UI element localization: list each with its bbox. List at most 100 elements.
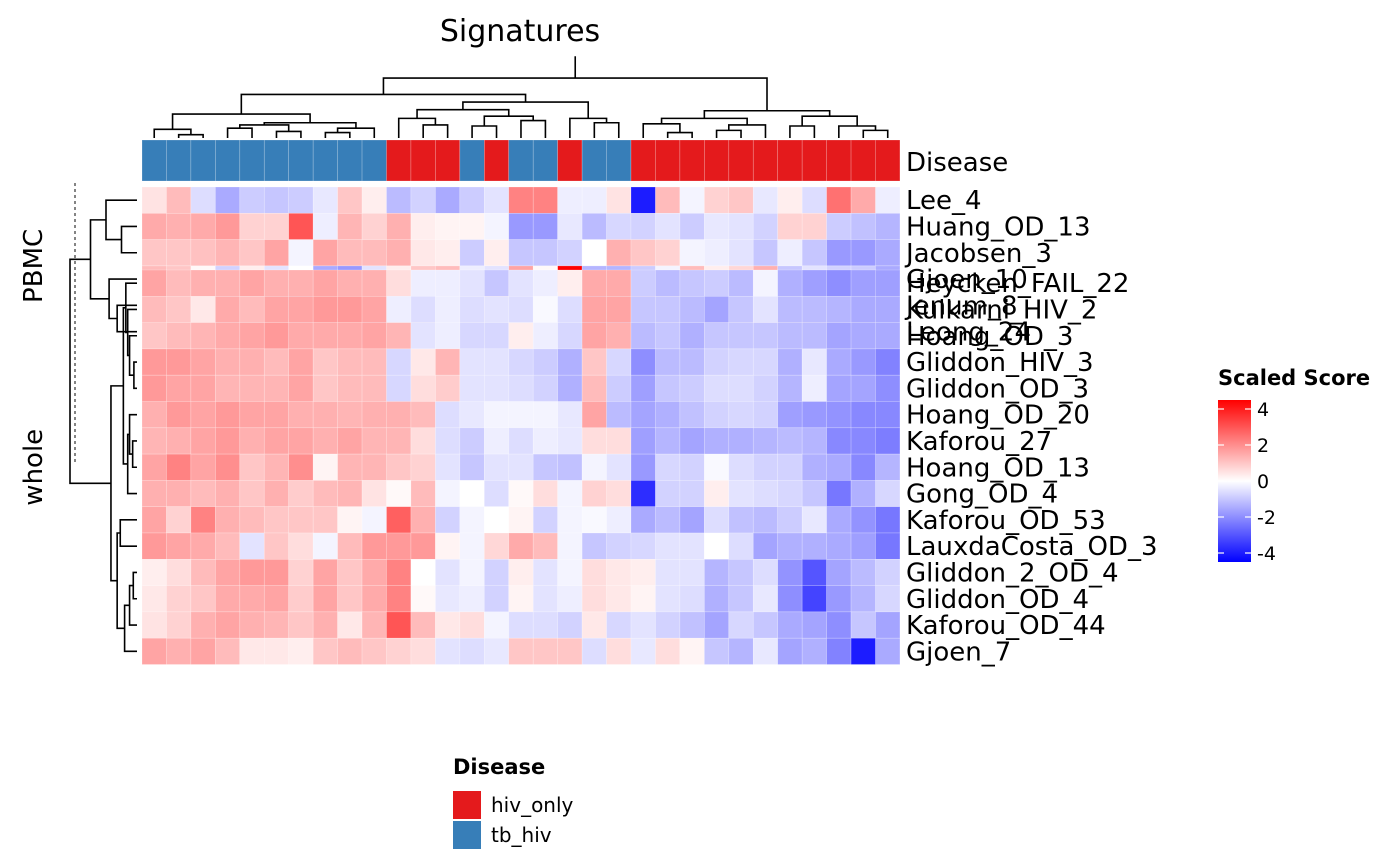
heatmap-cell bbox=[850, 611, 876, 639]
heatmap-cell bbox=[361, 269, 387, 297]
heatmap-cell bbox=[141, 295, 167, 323]
heatmap-cell bbox=[483, 506, 510, 534]
heatmap-cell bbox=[875, 374, 901, 402]
heatmap-cell bbox=[459, 532, 485, 560]
heatmap-cell bbox=[728, 322, 754, 350]
heatmap-cell bbox=[361, 506, 387, 534]
heatmap-cell bbox=[875, 453, 901, 481]
heatmap-cell bbox=[630, 611, 656, 639]
heatmap-cell bbox=[166, 186, 192, 214]
heatmap-cell bbox=[606, 401, 632, 429]
heatmap-cell bbox=[483, 239, 510, 267]
heatmap-cell bbox=[410, 480, 436, 507]
heatmap-cell bbox=[581, 374, 607, 402]
heatmap-cell bbox=[483, 453, 510, 481]
heatmap-cell bbox=[875, 295, 901, 323]
heatmap-cell bbox=[801, 186, 827, 214]
heatmap-cell bbox=[606, 348, 632, 376]
heatmap-cell bbox=[557, 585, 583, 613]
heatmap-cell bbox=[166, 374, 192, 402]
column-dendrogram-branch bbox=[642, 123, 681, 138]
heatmap-cell bbox=[386, 427, 412, 455]
heatmap-cell bbox=[704, 585, 730, 613]
heatmap-cell bbox=[630, 348, 656, 376]
heatmap-cell bbox=[630, 453, 656, 481]
scaled-score-legend-title: Scaled Score bbox=[1218, 366, 1370, 390]
annotation-cell bbox=[386, 139, 412, 182]
heatmap-cell bbox=[263, 427, 290, 455]
heatmap-cell bbox=[777, 558, 803, 586]
row-label: Gjoen_7 bbox=[906, 637, 1011, 667]
heatmap-cell bbox=[630, 532, 656, 560]
heatmap-cell bbox=[801, 374, 827, 402]
heatmap-cell bbox=[337, 239, 363, 267]
heatmap-cell bbox=[826, 322, 852, 350]
heatmap-cell bbox=[190, 480, 216, 507]
heatmap-cell bbox=[655, 401, 681, 429]
heatmap-cell bbox=[239, 453, 265, 481]
heatmap-cell bbox=[361, 322, 387, 350]
heatmap-cell bbox=[704, 532, 730, 560]
heatmap-cell bbox=[288, 506, 314, 534]
row-label: Gjoen_10 bbox=[906, 265, 1028, 295]
heatmap-cell bbox=[386, 558, 412, 586]
heatmap-cell bbox=[532, 532, 558, 560]
annotation-cell bbox=[679, 139, 705, 182]
heatmap-cell bbox=[679, 427, 705, 455]
row-labels: Lee_4Huang_OD_13Jacobsen_3Gjoen_10Jenum_… bbox=[904, 186, 1157, 667]
heatmap-cell bbox=[826, 611, 852, 639]
heatmap-cell bbox=[581, 611, 607, 639]
heatmap-cell bbox=[630, 269, 656, 297]
heatmap-cell bbox=[435, 611, 461, 639]
heatmap-cell bbox=[679, 322, 705, 350]
heatmap-cell bbox=[386, 186, 412, 214]
heatmap-cell bbox=[215, 532, 241, 560]
heatmap-cell bbox=[801, 611, 827, 639]
heatmap-cell bbox=[312, 269, 338, 297]
heatmap-cell bbox=[606, 611, 632, 639]
heatmap-cell bbox=[361, 348, 387, 376]
heatmap-cell bbox=[386, 401, 412, 429]
heatmap-cell bbox=[679, 239, 705, 267]
heatmap-cell bbox=[215, 480, 241, 507]
heatmap-cell bbox=[826, 532, 852, 560]
heatmap-cell bbox=[459, 585, 485, 613]
heatmap-cell bbox=[557, 558, 583, 586]
heatmap-cell bbox=[190, 374, 216, 402]
heatmap-cell bbox=[337, 506, 363, 534]
heatmap-cell bbox=[606, 186, 632, 214]
heatmap-cell bbox=[166, 213, 192, 240]
heatmap-cell bbox=[263, 269, 290, 297]
heatmap-cell bbox=[655, 611, 681, 639]
heatmap-cell bbox=[728, 611, 754, 639]
column-dendrogram-branch bbox=[728, 124, 767, 138]
heatmap-cell bbox=[386, 239, 412, 267]
heatmap-cell bbox=[337, 637, 363, 665]
heatmap-cell bbox=[801, 637, 827, 665]
heatmap-cell bbox=[312, 637, 338, 665]
heatmap-cell bbox=[655, 532, 681, 560]
heatmap-cell bbox=[508, 637, 534, 665]
heatmap-cell bbox=[655, 374, 681, 402]
heatmap-cell bbox=[777, 213, 803, 240]
column-dendrogram-branch bbox=[422, 124, 449, 138]
heatmap-cell bbox=[728, 585, 754, 613]
heatmap-cell bbox=[386, 585, 412, 613]
heatmap-cell bbox=[312, 186, 338, 214]
disease-annotation-bar bbox=[141, 139, 901, 182]
heatmap-cell bbox=[337, 348, 363, 376]
heatmap-cell bbox=[361, 480, 387, 507]
heatmap-cell bbox=[630, 374, 656, 402]
heatmap-cell bbox=[581, 480, 607, 507]
heatmap-cell bbox=[777, 506, 803, 534]
heatmap-cell bbox=[483, 348, 510, 376]
heatmap-cell bbox=[606, 269, 632, 297]
heatmap-cell bbox=[288, 480, 314, 507]
heatmap-cell bbox=[312, 453, 338, 481]
heatmap-cell bbox=[239, 401, 265, 429]
heatmap-cell bbox=[557, 611, 583, 639]
heatmap-cell bbox=[312, 532, 338, 560]
annotation-cell bbox=[215, 139, 241, 182]
heatmap-cell bbox=[777, 322, 803, 350]
heatmap-cell bbox=[508, 506, 534, 534]
